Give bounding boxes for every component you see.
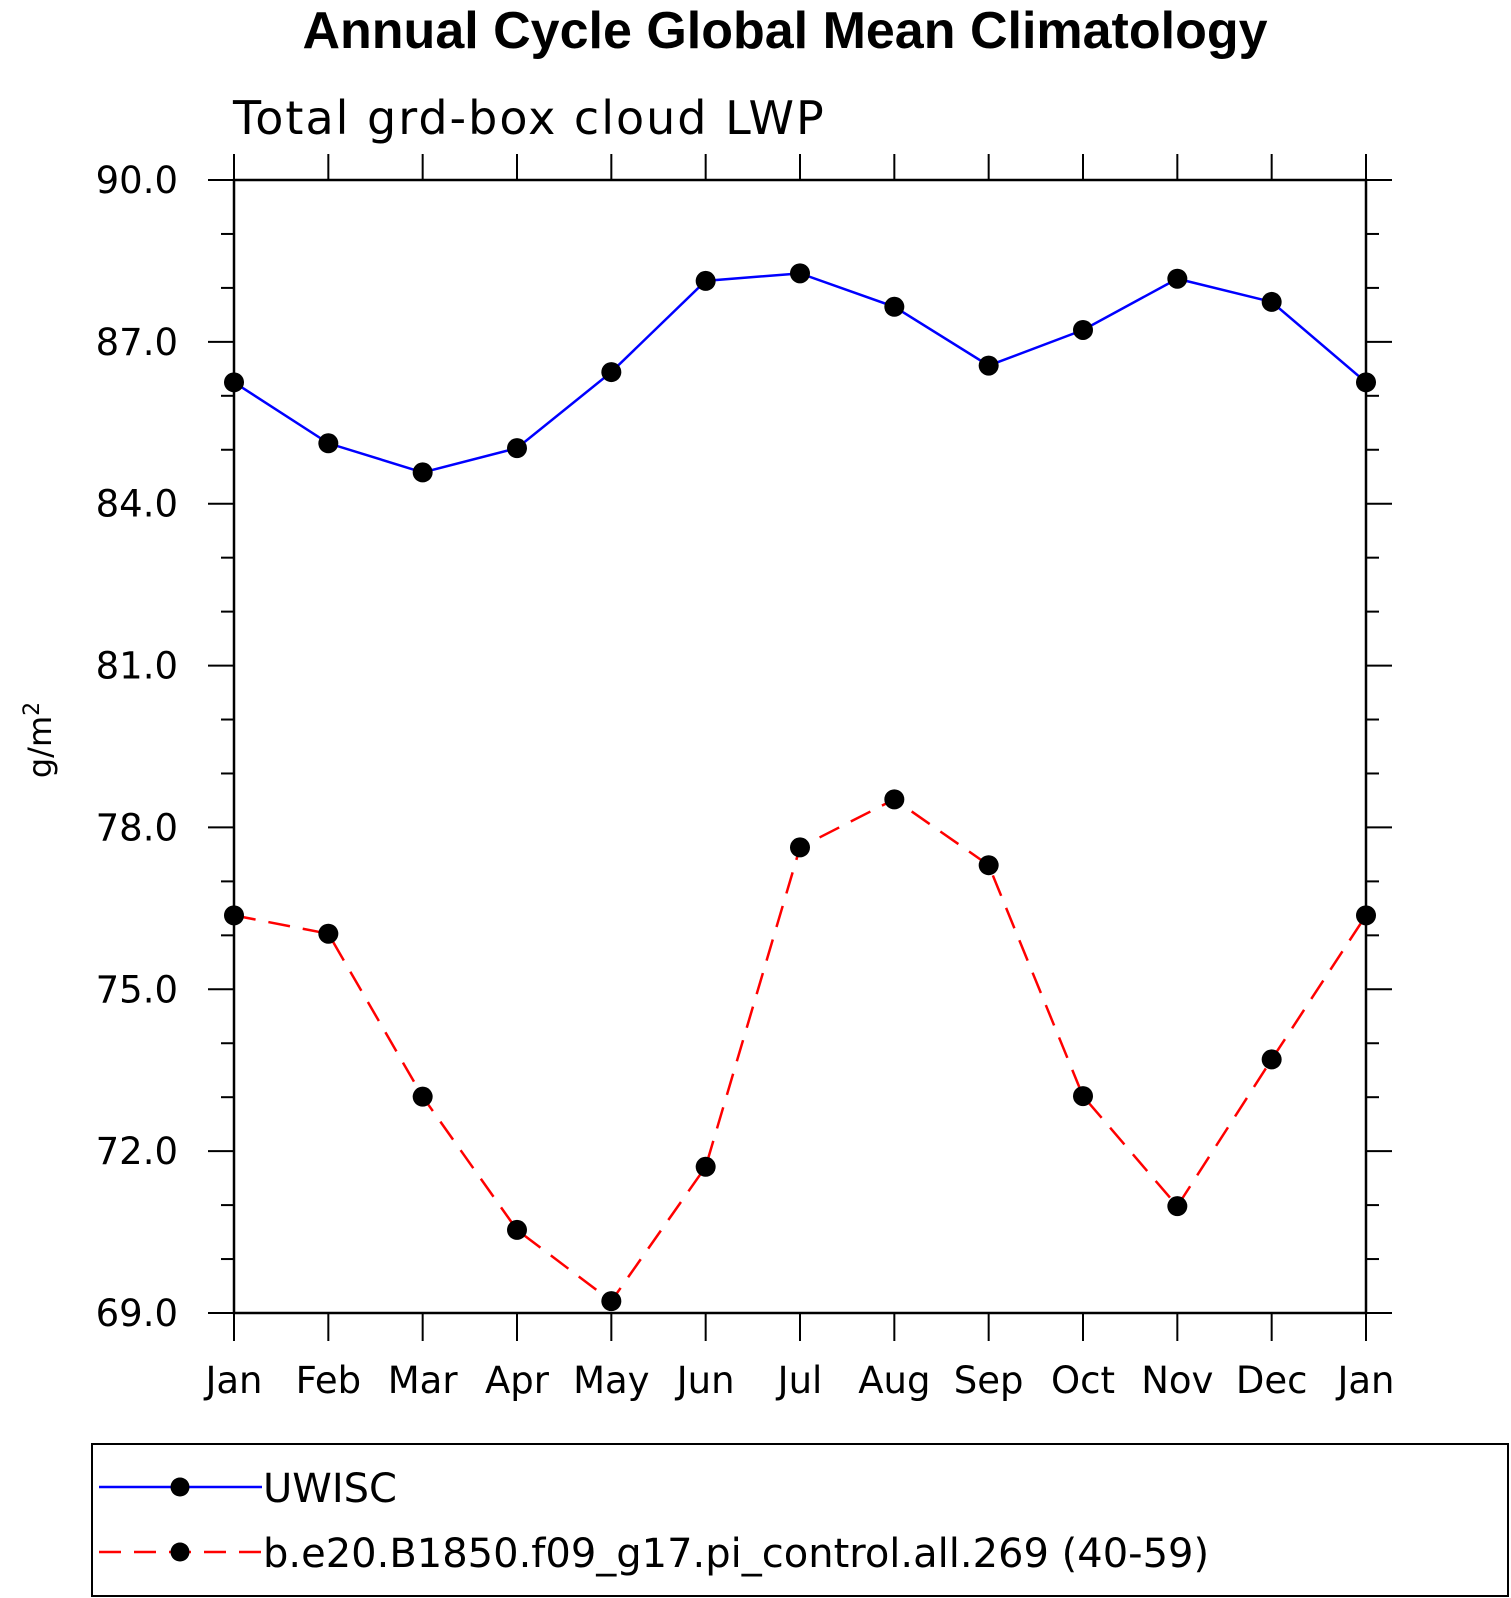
y-axis-label: g/m2 <box>20 702 59 778</box>
legend-marker-uwisc <box>170 1477 190 1497</box>
legend-label-uwisc: UWISC <box>263 1466 397 1512</box>
series-1-point <box>1167 1196 1188 1217</box>
x-tick-label: Jan <box>203 1359 262 1402</box>
x-tick-label: Apr <box>485 1359 550 1402</box>
series-line-0 <box>233 272 1367 474</box>
legend-box <box>91 1443 1509 1597</box>
series-0-point <box>790 263 810 284</box>
series-1-point <box>601 1291 622 1312</box>
x-tick-label: Nov <box>1141 1359 1213 1402</box>
series-1-point <box>318 923 339 944</box>
x-tick-label: Jun <box>675 1359 735 1402</box>
series-line-1 <box>233 797 1368 1303</box>
x-tick-label: Aug <box>858 1359 930 1402</box>
series-1-point <box>1073 1086 1093 1107</box>
series-0-point <box>1167 268 1188 289</box>
plot-axes <box>208 154 1392 1341</box>
y-tick-label: 75.0 <box>96 968 178 1011</box>
legend: UWISC b.e20.B1850.f09_g17.pi_control.all… <box>91 1443 1509 1597</box>
x-tick-label: Mar <box>388 1359 459 1402</box>
series-1-point <box>412 1086 433 1107</box>
series-0-point <box>318 433 339 454</box>
y-tick-label: 90.0 <box>96 159 178 202</box>
x-tick-label: Feb <box>296 1359 362 1402</box>
series-0-point <box>601 362 622 383</box>
series-1-point <box>695 1156 716 1177</box>
series-1-point <box>790 837 810 858</box>
x-tick-label: Jul <box>776 1359 823 1402</box>
y-axis-label-base: g/m <box>21 716 59 778</box>
y-tick-label: 84.0 <box>96 483 178 526</box>
series-1-point <box>978 855 999 876</box>
series-0-point <box>1356 372 1376 393</box>
chart-subtitle: Total grd-box cloud LWP <box>232 91 826 145</box>
x-tick-labels: Jan Feb Mar Apr May Jun Jul Aug Sep Oct Nov Dec Jan <box>203 1359 1394 1402</box>
series-0-point <box>507 438 527 459</box>
series-0-point <box>1073 319 1093 340</box>
x-tick-label: Jan <box>1335 1359 1394 1402</box>
x-tick-label: May <box>573 1359 650 1402</box>
series-0-point <box>224 372 244 393</box>
series-0-point <box>1261 291 1282 312</box>
series-1-point <box>507 1219 527 1240</box>
series-layer <box>224 263 1376 1312</box>
series-0-point <box>412 462 433 483</box>
series-0-point <box>978 355 999 376</box>
legend-marker-model <box>170 1542 190 1562</box>
series-1-point <box>884 789 905 810</box>
y-tick-label: 69.0 <box>96 1292 178 1335</box>
series-0-point <box>695 270 716 291</box>
series-1-point <box>1356 905 1376 926</box>
series-1-point <box>1261 1049 1282 1070</box>
legend-label-model: b.e20.B1850.f09_g17.pi_control.all.269 (… <box>263 1531 1209 1577</box>
x-tick-label: Oct <box>1051 1359 1115 1402</box>
y-tick-label: 78.0 <box>96 806 178 849</box>
y-tick-label: 72.0 <box>96 1130 178 1173</box>
x-tick-label: Dec <box>1236 1359 1308 1402</box>
plot-frame <box>232 178 1368 1315</box>
chart-title: Annual Cycle Global Mean Climatology <box>302 2 1267 60</box>
series-0-point <box>884 296 905 317</box>
y-tick-label: 81.0 <box>96 645 178 688</box>
series-1-point <box>224 905 244 926</box>
x-tick-label: Sep <box>954 1359 1024 1402</box>
y-tick-labels: 69.0 72.0 75.0 78.0 81.0 84.0 87.0 90.0 <box>96 159 178 1335</box>
y-axis-label-superscript: 2 <box>20 702 45 716</box>
y-tick-label: 87.0 <box>96 321 178 364</box>
